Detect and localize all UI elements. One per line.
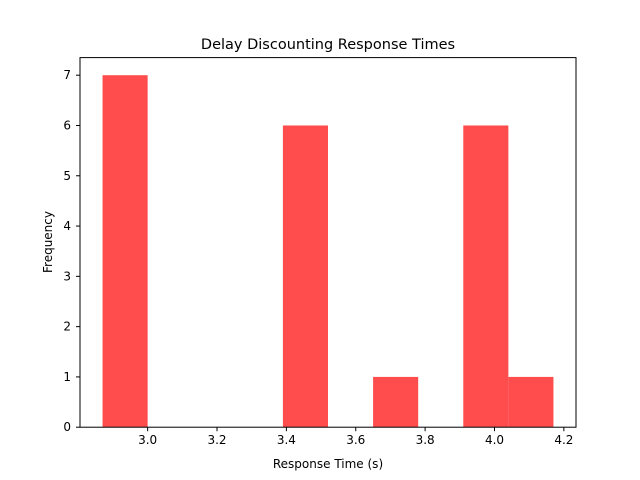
plot-frame: [79, 57, 577, 428]
histogram-bar-9: [508, 376, 554, 428]
y-tick-label: 7: [63, 68, 71, 82]
x-tick-label: 4.2: [554, 433, 573, 447]
x-axis-label: Response Time (s): [273, 457, 383, 471]
histogram-bar-0: [102, 75, 148, 428]
y-tick-label: 0: [63, 420, 71, 434]
histogram-bar-8: [463, 125, 509, 428]
x-tick-label: 3.4: [277, 433, 296, 447]
x-tick-label: 3.0: [138, 433, 157, 447]
y-tick-label: 5: [63, 169, 71, 183]
y-tick-label: 6: [63, 118, 71, 132]
x-tick-label: 3.8: [416, 433, 435, 447]
chart-title: Delay Discounting Response Times: [201, 37, 455, 53]
y-tick-label: 3: [63, 269, 71, 283]
histogram-bar-6: [373, 376, 419, 428]
x-axis-ticks: 3.0 3.2 3.4 3.6 3.8 4.0 4.2: [138, 427, 573, 447]
y-tick-label: 2: [63, 320, 71, 334]
x-tick-label: 4.0: [485, 433, 504, 447]
histogram-bar-4: [282, 125, 328, 428]
bars-group: [102, 75, 554, 428]
y-axis-ticks: 0 1 2 3 4 5 6 7: [63, 68, 80, 434]
x-tick-label: 3.6: [346, 433, 365, 447]
y-tick-label: 1: [63, 370, 71, 384]
y-axis-label: Frequency: [41, 211, 55, 273]
y-tick-label: 4: [63, 219, 71, 233]
x-tick-label: 3.2: [207, 433, 226, 447]
